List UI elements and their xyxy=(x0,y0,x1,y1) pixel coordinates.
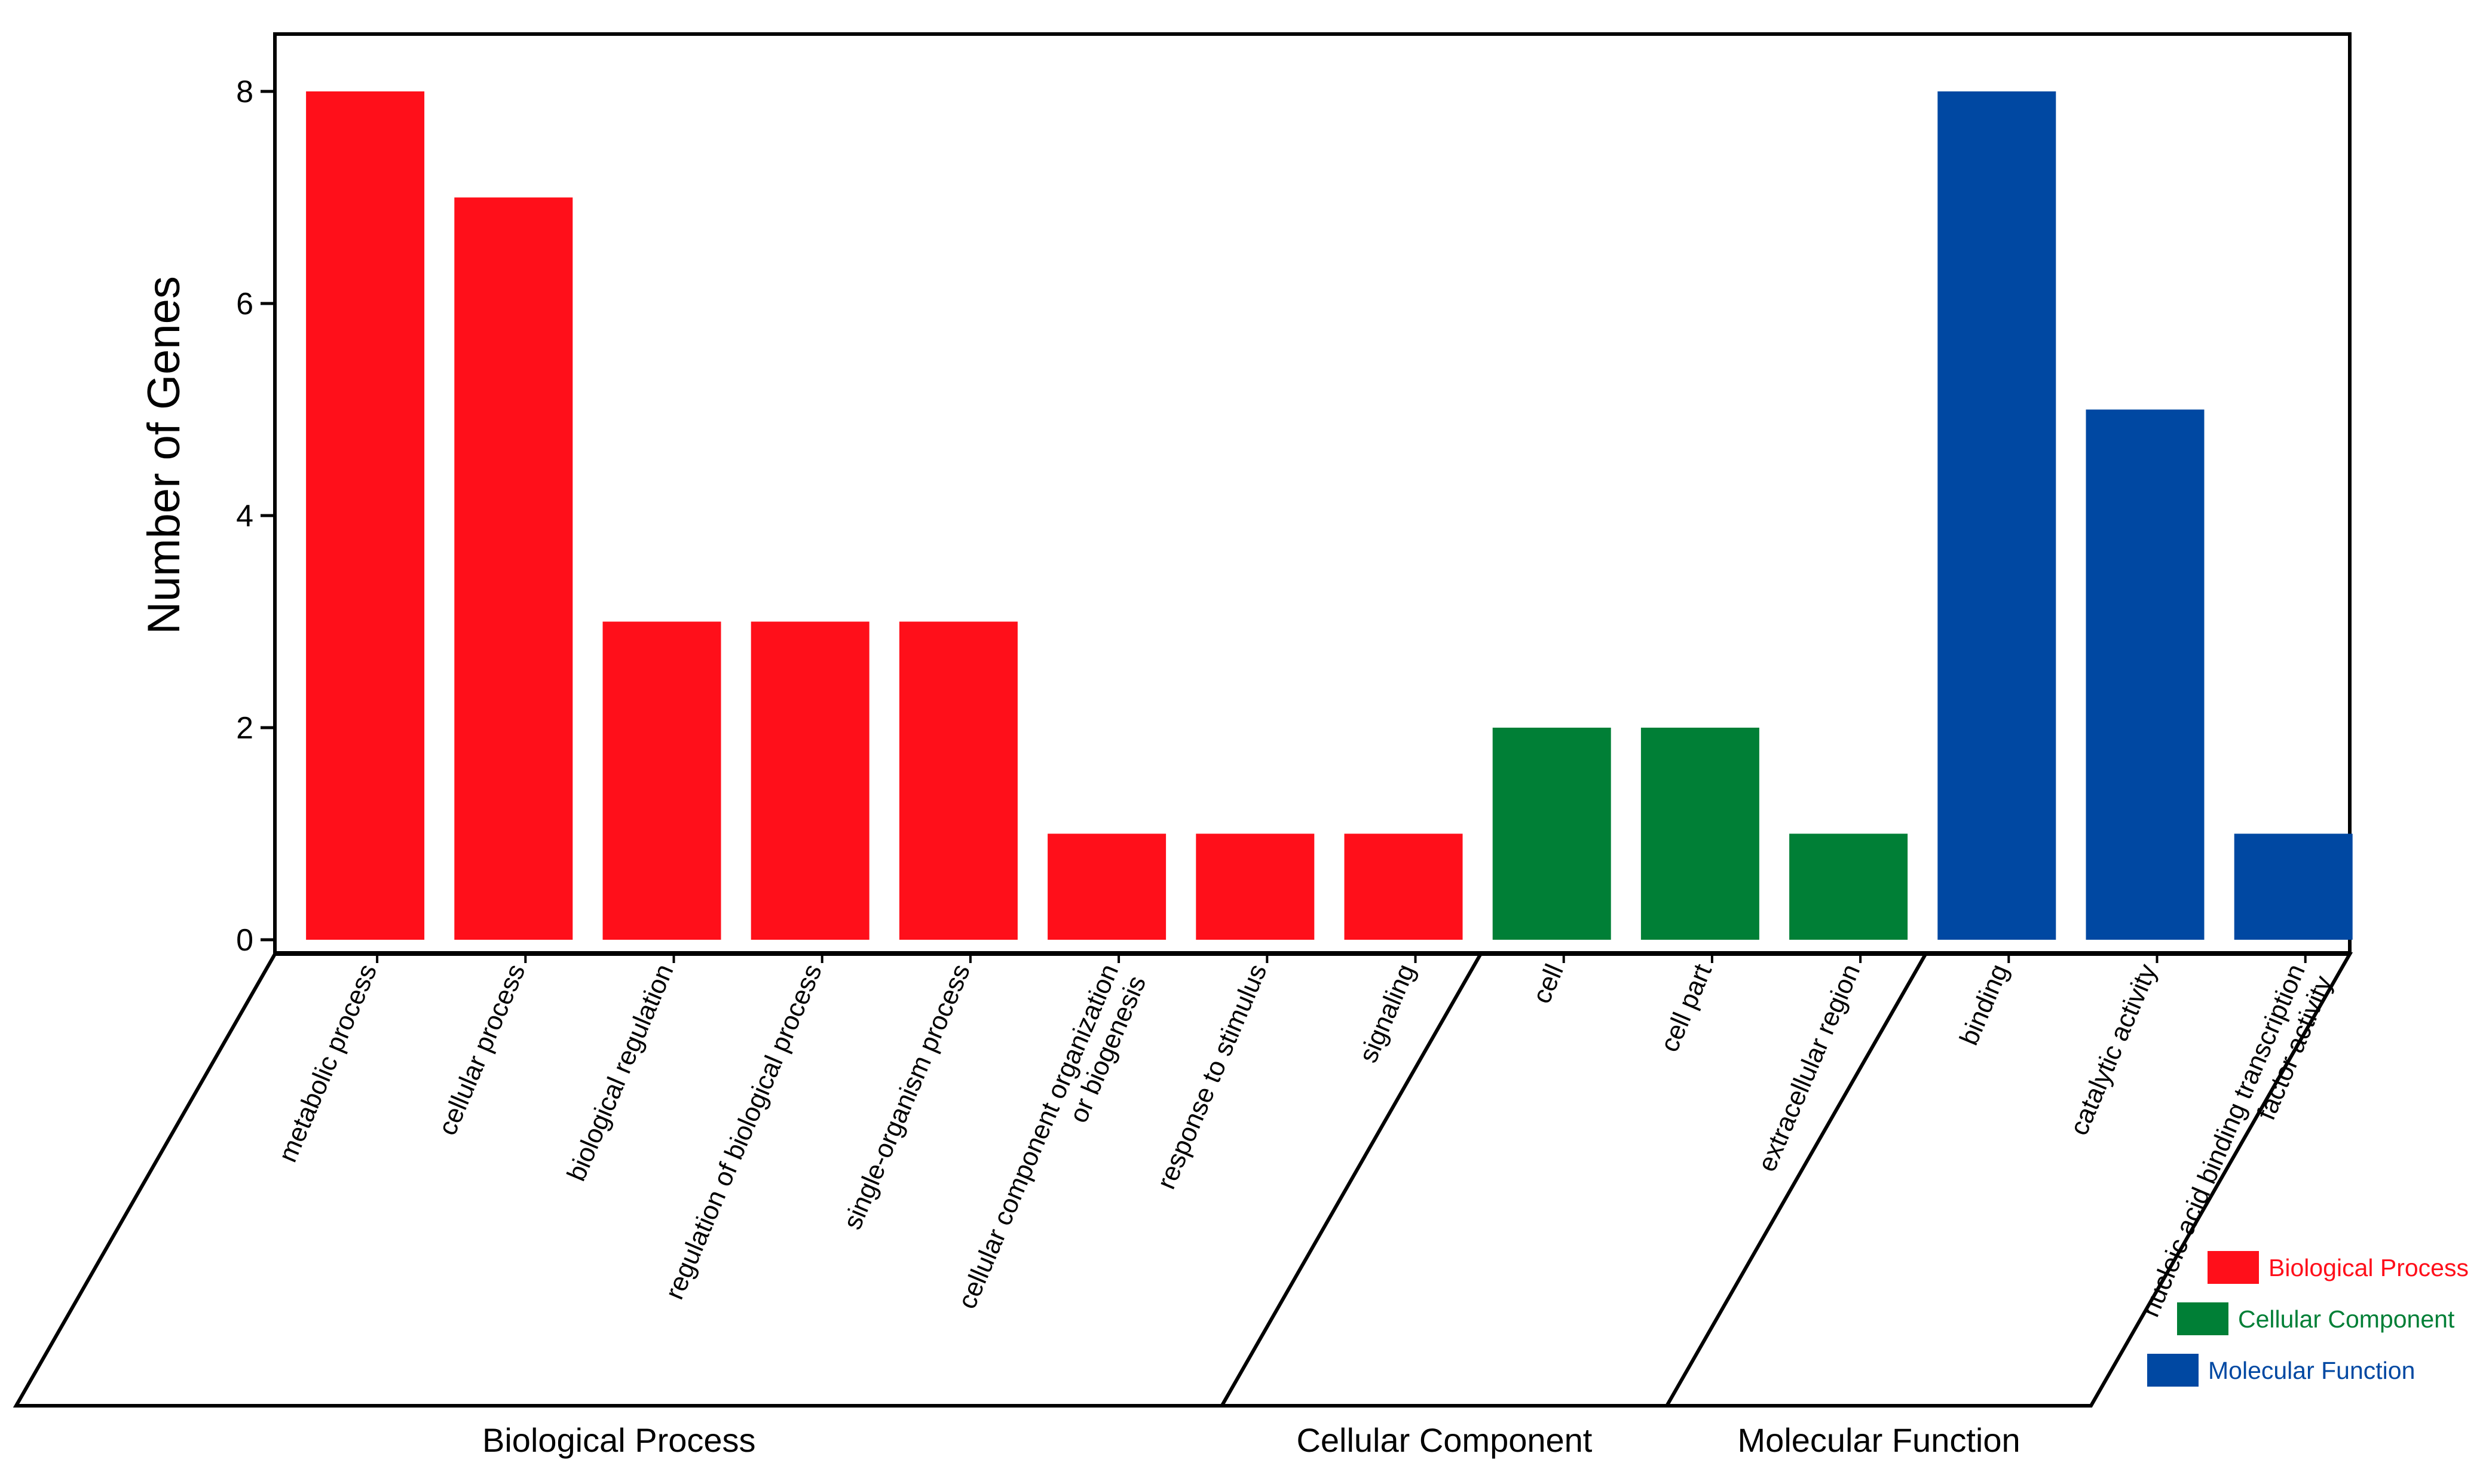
legend-swatch xyxy=(2208,1251,2259,1284)
legend-swatch xyxy=(2147,1354,2199,1387)
bars xyxy=(306,91,2353,940)
legend-label: Biological Process xyxy=(2268,1254,2469,1281)
bar xyxy=(1640,728,1759,940)
bar xyxy=(899,621,1018,940)
legend: Biological Process Cellular Component Mole… xyxy=(2147,1251,2469,1387)
legend-label: Molecular Function xyxy=(2208,1357,2415,1384)
bar xyxy=(1344,833,1463,940)
bar xyxy=(1492,728,1611,940)
bar xyxy=(751,621,870,940)
category-label: cell part xyxy=(1655,960,1717,1056)
y-tick-label: 2 xyxy=(236,711,253,746)
legend-label: Cellular Component xyxy=(2238,1305,2455,1333)
y-tick-label: 0 xyxy=(236,923,253,958)
category-label: metabolic process xyxy=(273,960,383,1167)
group-separator xyxy=(1220,953,1483,1407)
category-label: cellular component organizationor biogen… xyxy=(952,960,1152,1325)
category-panel-frame xyxy=(13,952,2353,1408)
category-label: biological regulation xyxy=(562,960,679,1185)
y-axis-title: Number of Genes xyxy=(139,276,189,634)
category-label: cellular process xyxy=(433,960,531,1140)
group-label: Molecular Function xyxy=(1738,1421,2020,1459)
category-label: binding xyxy=(1954,960,2015,1050)
category-label: cell xyxy=(1527,960,1569,1008)
bar xyxy=(1937,91,2056,940)
bar xyxy=(306,91,425,940)
category-label: catalytic activity xyxy=(2064,960,2163,1139)
legend-swatch xyxy=(2177,1302,2228,1335)
category-label: extracellular region xyxy=(1752,960,1866,1176)
category-panel: metabolic process cellular process biologi… xyxy=(13,952,2353,1459)
group-label: Biological Process xyxy=(482,1421,756,1459)
bar xyxy=(454,197,573,940)
category-label: single-organism process xyxy=(838,960,976,1234)
bar xyxy=(1789,833,1908,940)
group-separator xyxy=(1665,953,1927,1407)
y-tick-label: 4 xyxy=(236,499,253,533)
category-label: response to stimulus xyxy=(1152,960,1273,1194)
bar xyxy=(2234,833,2353,940)
y-axis: 0 2 4 6 8 xyxy=(236,75,275,958)
bar xyxy=(1196,833,1315,940)
bar xyxy=(2086,409,2205,940)
group-label: Cellular Component xyxy=(1296,1421,1592,1459)
y-tick-label: 6 xyxy=(236,287,253,321)
category-label: signaling xyxy=(1354,960,1421,1067)
bar xyxy=(1048,833,1167,940)
category-label: regulation of biological process xyxy=(660,960,828,1304)
bar xyxy=(602,621,721,940)
y-tick-label: 8 xyxy=(236,75,253,109)
